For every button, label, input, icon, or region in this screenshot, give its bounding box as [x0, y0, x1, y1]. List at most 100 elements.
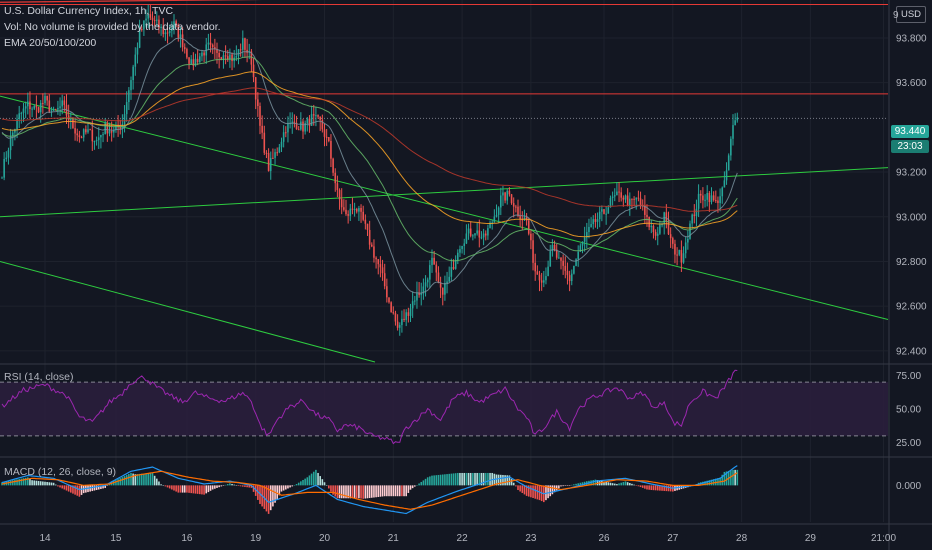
rsi-band-fill	[0, 382, 888, 436]
macd-histogram-bar	[115, 480, 117, 486]
macd-histogram-bar	[454, 473, 457, 486]
candle-body	[364, 219, 367, 224]
candle-body	[656, 233, 659, 236]
candle-body	[723, 180, 726, 188]
candle-body	[418, 292, 420, 296]
candle-body	[596, 219, 599, 222]
candle-body	[186, 49, 188, 58]
legend-ema[interactable]: EMA 20/50/100/200	[4, 37, 97, 49]
macd-histogram-bar	[489, 472, 491, 486]
legend-symbol[interactable]: U.S. Dollar Currency Index, 1h, TVC	[4, 5, 174, 17]
currency-badge[interactable]: USD	[896, 6, 926, 23]
time-tick-label: 21:00	[871, 533, 896, 544]
macd-histogram-bar	[730, 470, 732, 486]
candle-body	[725, 170, 728, 181]
candle-body	[568, 275, 571, 282]
macd-histogram-bar	[732, 469, 734, 486]
macd-histogram-bar	[315, 469, 317, 486]
macd-histogram-bar	[536, 485, 539, 500]
macd-line	[1, 465, 738, 515]
macd-histogram-bar	[231, 483, 233, 486]
candle-body	[9, 135, 12, 151]
candle-body	[349, 208, 352, 216]
macd-histogram-bar	[162, 485, 165, 486]
candle-body	[405, 312, 407, 320]
candle-body	[59, 106, 61, 108]
candle-body	[171, 28, 173, 31]
candle-body	[616, 191, 618, 196]
candle-body	[547, 266, 549, 277]
macd-title[interactable]: MACD (12, 26, close, 9)	[4, 466, 117, 478]
candle-body	[454, 259, 457, 269]
candle-body	[465, 233, 468, 244]
macd-histogram-bar	[282, 485, 285, 491]
candle-body	[721, 187, 724, 197]
rsi-title[interactable]: RSI (14, close)	[4, 371, 74, 383]
candle-body	[631, 198, 633, 200]
candle-body	[474, 233, 476, 236]
candle-body	[85, 129, 87, 133]
macd-histogram-bar	[472, 472, 474, 486]
macd-histogram-bar	[33, 480, 36, 486]
macd-histogram-bar	[362, 485, 364, 499]
candle-body	[274, 152, 276, 158]
macd-histogram-bar	[302, 479, 304, 486]
macd-histogram-bar	[426, 477, 429, 486]
candle-body	[179, 34, 182, 38]
candle-body	[269, 157, 272, 172]
candle-body	[386, 286, 388, 298]
candle-body	[635, 197, 638, 200]
candle-body	[319, 116, 321, 120]
candle-body	[345, 209, 347, 215]
candle-body	[192, 59, 195, 66]
last-price-tag: 93.440	[891, 125, 929, 138]
macd-histogram-bar	[392, 485, 395, 497]
candle-body	[598, 211, 601, 220]
rsi-line	[1, 369, 738, 445]
macd-histogram-bar	[199, 485, 201, 495]
price-tick-label: 93.800	[896, 33, 927, 44]
price-tick-label: 92.800	[896, 257, 927, 268]
macd-histogram-bar	[736, 469, 739, 486]
macd-histogram-bar	[74, 485, 76, 495]
candle-body	[285, 132, 287, 134]
macd-histogram-bar	[76, 485, 79, 496]
candle-body	[392, 312, 395, 314]
candle-body	[396, 321, 399, 328]
candle-body	[61, 100, 63, 107]
candle-body	[188, 57, 190, 64]
macd-histogram-bar	[566, 485, 569, 486]
macd-histogram-bar	[78, 485, 81, 497]
macd-histogram-bar	[377, 485, 380, 497]
candle-body	[448, 276, 450, 282]
candle-body	[136, 47, 139, 55]
candle-body	[605, 213, 607, 215]
macd-histogram-bar	[89, 485, 91, 492]
macd-histogram-bar	[24, 477, 27, 486]
candle-body	[332, 158, 334, 173]
candle-body	[543, 280, 545, 283]
candle-body	[267, 153, 270, 172]
trend-lines	[0, 0, 889, 363]
candle-body	[667, 220, 670, 235]
macd-histogram-bar	[355, 485, 358, 499]
macd-histogram-bar	[31, 480, 33, 486]
macd-histogram-bar	[173, 485, 175, 491]
candle-body	[575, 259, 577, 266]
candle-body	[426, 279, 429, 283]
candle-body	[140, 28, 143, 30]
macd-histogram-bar	[35, 480, 38, 486]
candle-body	[328, 137, 330, 141]
macd-histogram-bar	[334, 485, 337, 497]
trendline-lower	[0, 260, 376, 363]
macd-histogram-bar	[317, 472, 319, 486]
macd-histogram-bar	[512, 482, 515, 486]
macd-histogram-bar	[222, 485, 225, 486]
legend-volume[interactable]: Vol: No volume is provided by the data v…	[4, 21, 221, 33]
candle-body	[510, 194, 513, 204]
candle-body	[31, 108, 33, 110]
candle-body	[467, 228, 470, 234]
candle-body	[734, 120, 736, 126]
candle-body	[508, 190, 511, 195]
